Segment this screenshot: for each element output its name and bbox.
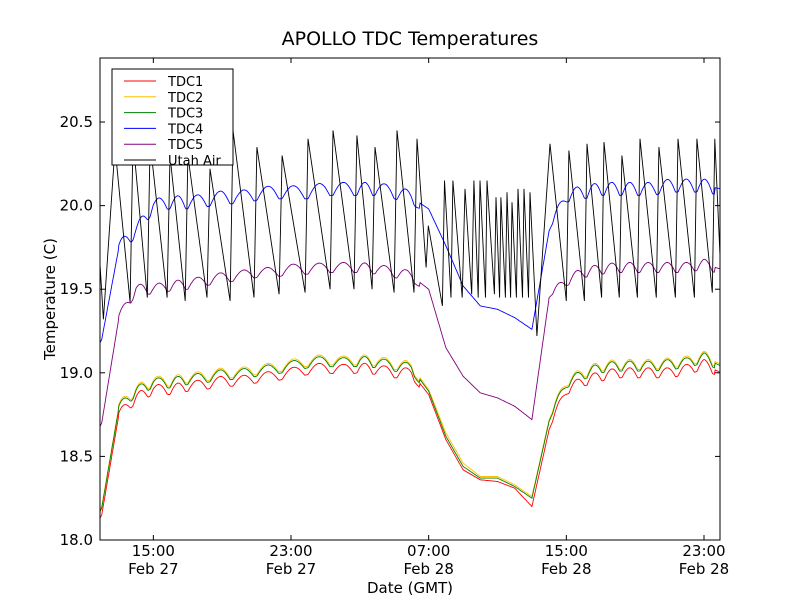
plot-frame <box>99 57 721 541</box>
legend-label: TDC2 <box>167 91 203 106</box>
x-tick-label-date: Feb 28 <box>403 560 453 578</box>
series-line-tdc1 <box>100 358 720 519</box>
series-line-tdc2 <box>100 350 720 511</box>
chart-title: APOLLO TDC Temperatures <box>282 28 539 50</box>
y-tick-label: 18.0 <box>60 531 93 549</box>
x-tick-label-time: 15:00 <box>545 542 588 560</box>
series-layer <box>100 130 720 519</box>
x-tick-label-time: 23:00 <box>269 542 312 560</box>
legend-label: TDC3 <box>167 107 203 122</box>
series-line-tdc4 <box>100 178 720 343</box>
x-tick-label-date: Feb 27 <box>266 560 316 578</box>
y-axis-label: Temperature (C) <box>41 238 59 361</box>
x-tick-label-time: 23:00 <box>682 542 725 560</box>
series-line-tdc3 <box>100 352 720 512</box>
y-tick-label: 19.0 <box>60 364 93 382</box>
x-axis-label: Date (GMT) <box>367 579 453 597</box>
y-tick-label: 19.5 <box>60 280 93 298</box>
x-tick-label-date: Feb 28 <box>541 560 591 578</box>
legend-box <box>111 68 234 166</box>
x-tick-label-time: 07:00 <box>407 542 450 560</box>
legend-label: Utah Air <box>168 154 221 169</box>
x-tick-label-date: Feb 27 <box>128 560 178 578</box>
legend-label: TDC4 <box>167 122 203 137</box>
y-tick-label: 20.0 <box>60 197 93 215</box>
series-line-utah-air <box>100 130 720 337</box>
x-tick-label-date: Feb 28 <box>679 560 729 578</box>
x-tick-label-time: 15:00 <box>132 542 175 560</box>
legend-label: TDC1 <box>167 75 203 90</box>
legend-label: TDC5 <box>167 138 203 153</box>
y-tick-label: 20.5 <box>60 113 93 131</box>
y-tick-label: 18.5 <box>60 447 93 465</box>
